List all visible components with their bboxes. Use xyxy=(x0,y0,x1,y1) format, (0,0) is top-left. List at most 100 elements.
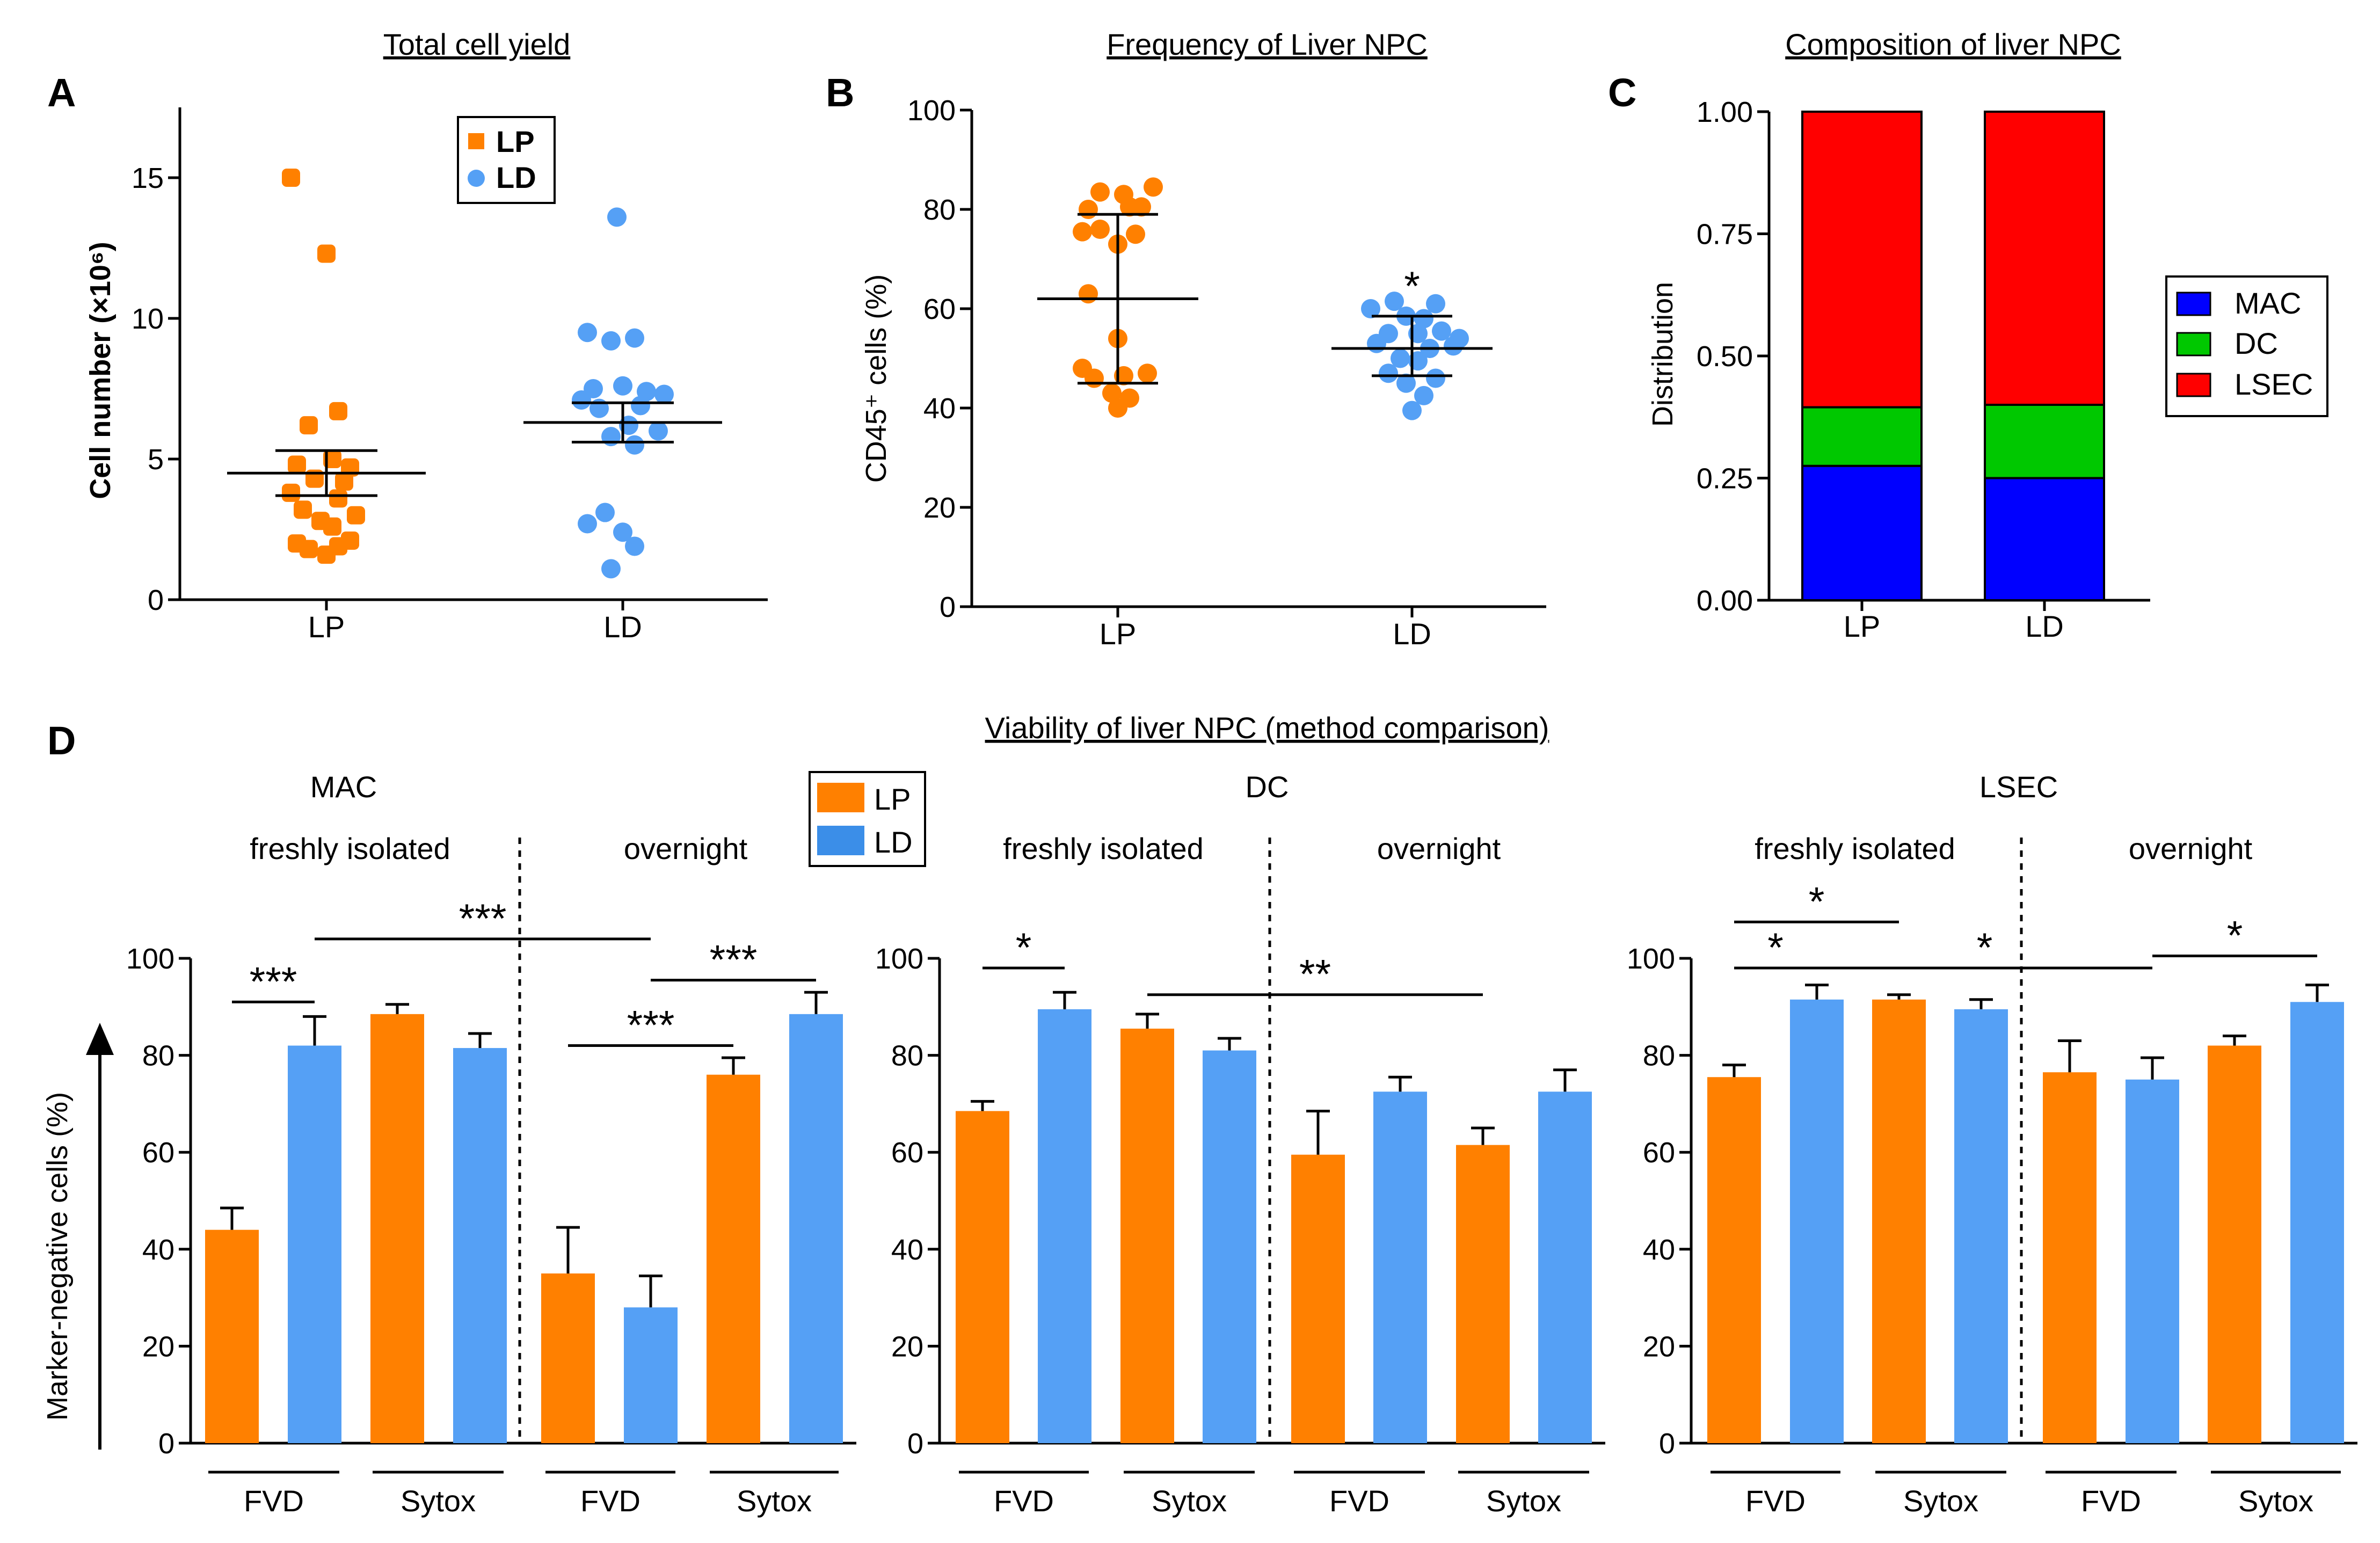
a-point-lp xyxy=(282,483,300,502)
panel-a-legend-box xyxy=(457,116,556,204)
legend-ld-swatch xyxy=(817,826,864,855)
panel-d-mac-subplot-title: MAC xyxy=(310,770,377,804)
panel-d-lsec-bar-ld xyxy=(2126,1079,2179,1443)
legend-dc-swatch xyxy=(2176,332,2211,356)
panel-d-letter: D xyxy=(47,718,76,763)
panel-d-mac-y-tick-label: 60 xyxy=(142,1137,174,1169)
panel-d-dc-bar-ld xyxy=(1203,1050,1256,1443)
panel-c-bar-mac-ld xyxy=(1984,477,2105,601)
a-y-tick-label: 5 xyxy=(148,443,164,476)
panel-a-legend-ld: LD xyxy=(496,161,536,194)
panel-d-lsec-condition-fresh: freshly isolated xyxy=(1755,832,1955,865)
a-point-ld xyxy=(649,421,668,441)
panel-d-legend: LP LD xyxy=(809,771,926,867)
panel-d-legend-ld: LD xyxy=(874,825,913,859)
b-point-ld xyxy=(1396,373,1416,393)
panel-c-bar-lsec-lp xyxy=(1801,111,1923,409)
panel-c-legend: MAC DC LSEC xyxy=(2165,275,2328,417)
panel-c-y-tick-label: 1.00 xyxy=(1697,96,1753,128)
panel-b-title: Frequency of Liver NPC xyxy=(1107,27,1428,61)
a-x-label-ld: LD xyxy=(603,610,642,644)
panel-c-letter: C xyxy=(1608,70,1636,115)
a-point-lp xyxy=(347,506,365,525)
a-point-lp xyxy=(329,489,347,508)
panel-d-mac-significance-stars: *** xyxy=(627,1003,675,1049)
b-point-lp xyxy=(1138,363,1157,383)
panel-c-y-tick-label: 0.50 xyxy=(1697,340,1753,373)
panel-c-y-tick-label: 0.00 xyxy=(1697,585,1753,617)
b-significance-star: * xyxy=(1404,264,1420,309)
legend-lp-square-marker xyxy=(468,133,484,149)
b-point-lp xyxy=(1144,177,1163,197)
panel-d-mac-bar-ld xyxy=(453,1048,507,1443)
a-point-lp xyxy=(288,455,306,474)
panel-d-lsec-significance-stars: * xyxy=(1809,879,1825,925)
b-x-label-ld: LD xyxy=(1393,617,1431,651)
panel-d-dc-bar-lp xyxy=(1291,1154,1345,1443)
a-point-ld xyxy=(613,376,632,396)
panel-d-legend-lp: LP xyxy=(874,782,911,816)
a-point-ld xyxy=(607,207,627,227)
panel-d-mac-bar-ld xyxy=(789,1014,843,1443)
a-point-lp xyxy=(329,402,347,420)
b-y-tick-label: 20 xyxy=(923,492,956,524)
panel-d-ylabel: Marker-negative cells (%) xyxy=(41,1092,74,1421)
b-point-lp xyxy=(1090,220,1110,239)
panel-d-lsec-y-tick-label: 80 xyxy=(1643,1040,1675,1072)
a-point-ld xyxy=(625,435,644,455)
b-point-ld xyxy=(1426,368,1445,388)
panel-d-dc-bar-ld xyxy=(1038,1009,1091,1443)
b-point-lp xyxy=(1102,383,1122,403)
panel-d-mac-bar-ld xyxy=(288,1045,341,1443)
b-point-ld xyxy=(1426,294,1445,314)
a-point-ld xyxy=(578,514,597,534)
panel-b: B Frequency of Liver NPC CD45⁺ cells (%)… xyxy=(826,27,1546,651)
panel-d-lsec-y-tick-label: 100 xyxy=(1627,943,1675,975)
panel-d-lsec-bar-lp xyxy=(2043,1072,2097,1443)
panel-d-dc-bar-lp xyxy=(1456,1145,1510,1443)
panel-c-bar-mac-lp xyxy=(1801,464,1923,601)
b-y-tick-label: 80 xyxy=(923,194,956,226)
panel-d-mac-group-label-sytox: Sytox xyxy=(401,1484,476,1518)
a-point-lp xyxy=(300,540,318,558)
panel-d-lsec-bar-lp xyxy=(1872,999,1926,1443)
panel-d-dc-significance-stars: * xyxy=(1016,925,1032,971)
panel-c-y-tick-label: 0.25 xyxy=(1697,463,1753,495)
b-point-lp xyxy=(1090,182,1110,202)
panel-d-dc-significance-stars: ** xyxy=(1299,952,1331,998)
b-point-lp xyxy=(1108,398,1127,418)
panel-d-lsec-y-tick-label: 0 xyxy=(1659,1428,1675,1460)
panel-d-mac-condition-fresh: freshly isolated xyxy=(250,832,450,865)
panel-c-bar-dc-lp xyxy=(1801,406,1923,467)
panel-d-lsec-significance-stars: * xyxy=(1767,925,1784,971)
b-point-lp xyxy=(1126,224,1145,244)
b-point-ld xyxy=(1361,299,1380,318)
panel-d-mac-group-label-sytox: Sytox xyxy=(737,1484,812,1518)
panel-b-ylabel: CD45⁺ cells (%) xyxy=(860,274,892,483)
panel-c-legend-dc: DC xyxy=(2235,326,2278,360)
a-y-tick-label: 15 xyxy=(132,162,164,194)
panel-d-dc-y-tick-label: 0 xyxy=(907,1428,923,1460)
a-point-ld xyxy=(654,384,674,404)
a-point-ld xyxy=(601,331,621,351)
panel-d-mac-group-label-fvd: FVD xyxy=(244,1484,304,1518)
panel-d-lsec-group-label-sytox: Sytox xyxy=(2238,1484,2313,1518)
panel-d-dc-y-tick-label: 60 xyxy=(891,1137,923,1169)
panel-b-plot: 0 20 40 60 80 100 LP LD * xyxy=(907,94,1546,651)
panel-d-dc-y-tick-label: 80 xyxy=(891,1040,923,1072)
panel-d-mac-significance-stars: *** xyxy=(250,959,297,1005)
panel-d-mac-bar-lp xyxy=(541,1273,595,1443)
panel-a: A Total cell yield Cell number (×10⁶) 0 5… xyxy=(47,27,768,644)
b-x-label-lp: LP xyxy=(1100,617,1137,651)
panel-d-dc-bar-lp xyxy=(956,1111,1009,1443)
b-point-lp xyxy=(1079,200,1098,219)
panel-d: D Viability of liver NPC (method compari… xyxy=(41,711,2357,1518)
panel-d-lsec-condition-overnight: overnight xyxy=(2129,832,2253,865)
panel-c-legend-mac: MAC xyxy=(2235,286,2301,320)
panel-c-x-label-ld: LD xyxy=(2025,609,2064,643)
panel-d-mac-y-tick-label: 80 xyxy=(142,1040,174,1072)
panel-d-dc-group-label-sytox: Sytox xyxy=(1152,1484,1227,1518)
panel-c-title: Composition of liver NPC xyxy=(1785,27,2121,61)
a-point-ld xyxy=(595,503,615,522)
